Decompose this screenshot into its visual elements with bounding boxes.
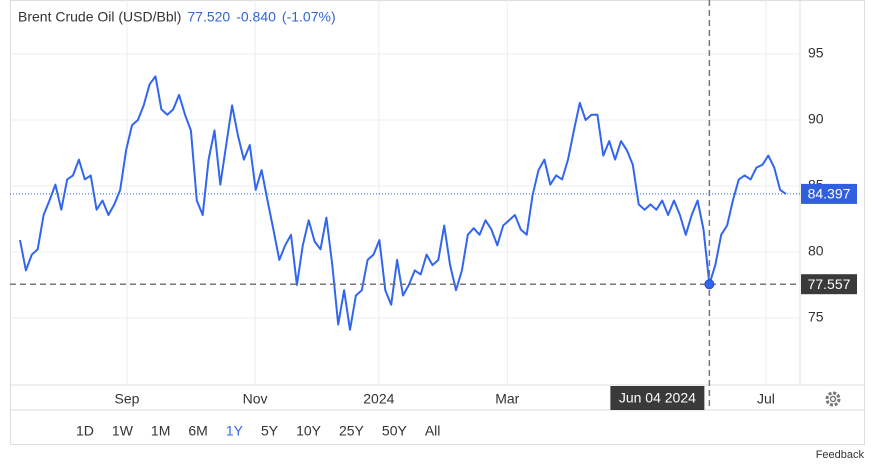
y-tick-label: 80: [808, 243, 824, 259]
panel-border: [10, 0, 865, 445]
x-tick-label: Nov: [243, 391, 268, 407]
range-button[interactable]: 1W: [112, 423, 134, 439]
header-change-pct: (-1.07%): [282, 9, 336, 25]
crosshair-y-box: [801, 274, 857, 295]
range-button[interactable]: 50Y: [382, 423, 408, 439]
y-tick-label: 75: [808, 309, 824, 325]
range-button[interactable]: 1Y: [226, 423, 244, 439]
price-line: [19, 75, 787, 331]
range-button[interactable]: All: [425, 423, 441, 439]
crosshair-point: [704, 279, 715, 290]
range-button[interactable]: 5Y: [261, 423, 279, 439]
last-price-box: [801, 183, 857, 204]
crosshair-x-label: Jun 04 2024: [619, 390, 696, 406]
x-tick-label: Sep: [115, 391, 140, 407]
gear[interactable]: [825, 391, 841, 407]
settings-icon[interactable]: [825, 391, 841, 407]
range-button[interactable]: 1D: [76, 423, 94, 439]
feedback-link[interactable]: Feedback: [816, 449, 865, 461]
y-tick-label: 95: [808, 45, 824, 61]
plot: [10, 0, 800, 410]
y-tick-label: 90: [808, 111, 824, 127]
range-button[interactable]: 10Y: [296, 423, 322, 439]
crosshair-y-label: 77.557: [808, 276, 851, 292]
x-tick-label: 2024: [363, 391, 394, 407]
grid: [10, 0, 800, 385]
last-price-label: 84.397: [808, 186, 851, 202]
x-tick-label: Jul: [757, 391, 775, 407]
range-button[interactable]: 1M: [151, 423, 170, 439]
range-button[interactable]: 6M: [188, 423, 207, 439]
chart-title: Brent Crude Oil (USD/Bbl): [18, 9, 181, 25]
crosshair-x-box: [610, 386, 705, 410]
header-change: -0.840: [236, 9, 276, 25]
header-price: 77.520: [187, 9, 230, 25]
x-tick-label: Mar: [495, 391, 519, 407]
gear-hole[interactable]: [829, 395, 837, 403]
range-button[interactable]: 25Y: [339, 423, 365, 439]
